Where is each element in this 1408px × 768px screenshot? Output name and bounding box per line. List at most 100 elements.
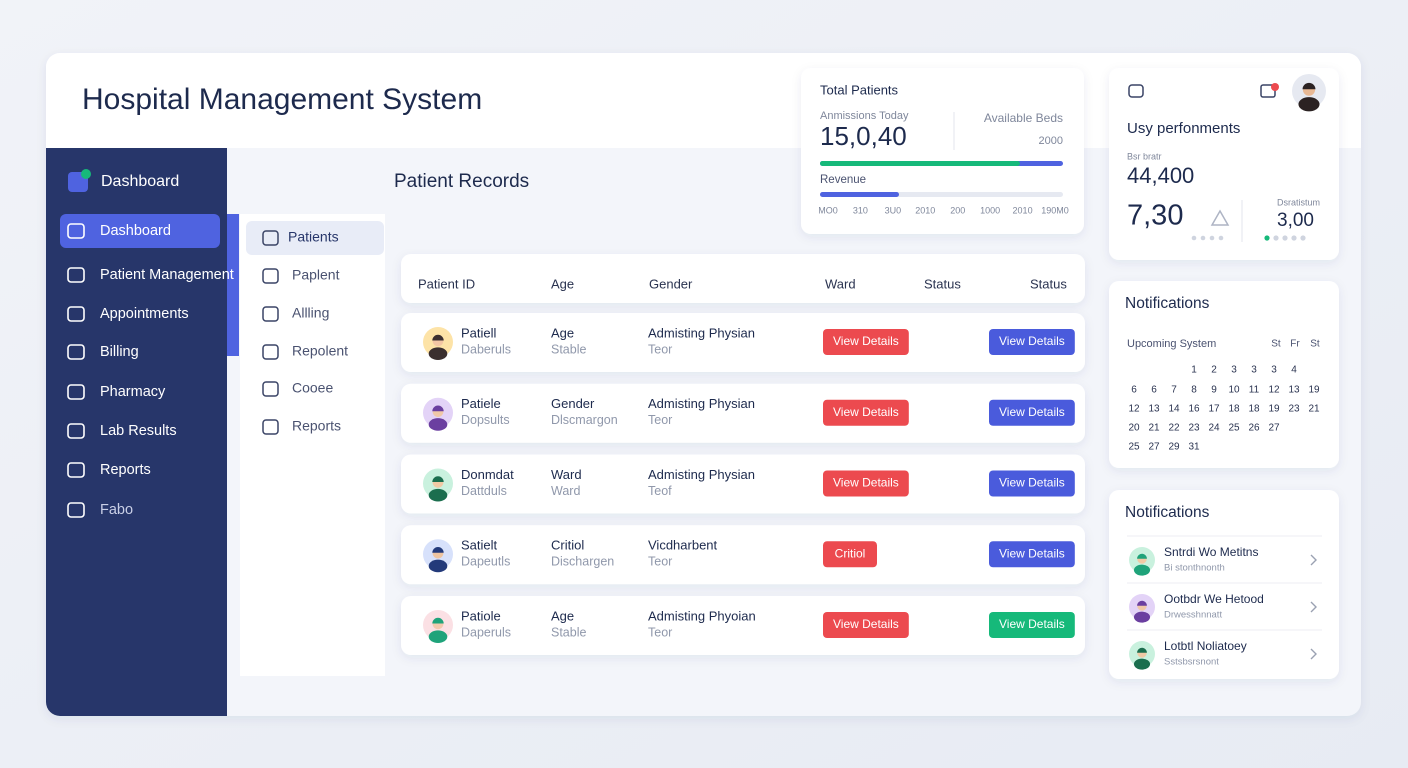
calendar-day[interactable]: 1 bbox=[1191, 365, 1197, 376]
card-title: Notifications bbox=[1125, 504, 1210, 521]
button[interactable] bbox=[989, 541, 1075, 568]
submenu-item[interactable]: Allling bbox=[292, 305, 329, 321]
calendar-day[interactable]: 31 bbox=[1188, 442, 1200, 453]
avatar bbox=[423, 539, 453, 573]
button[interactable] bbox=[989, 612, 1075, 638]
submenu-icon bbox=[262, 230, 279, 246]
button[interactable] bbox=[989, 399, 1075, 426]
calendar-day[interactable]: 8 bbox=[1191, 385, 1197, 396]
calendar-day[interactable]: 21 bbox=[1308, 404, 1320, 415]
button[interactable] bbox=[823, 329, 909, 355]
calendar-day[interactable]: 14 bbox=[1168, 404, 1180, 415]
calendar-day[interactable]: 6 bbox=[1151, 385, 1157, 396]
button-label: View Details bbox=[833, 334, 899, 348]
dot bbox=[1273, 235, 1279, 241]
button[interactable] bbox=[823, 612, 909, 638]
nav-item[interactable]: Billing bbox=[100, 344, 139, 360]
calendar-day[interactable]: 12 bbox=[1128, 404, 1140, 415]
metric-label: Dsratistum bbox=[1277, 197, 1320, 207]
calendar-day[interactable]: 25 bbox=[1128, 442, 1140, 453]
calendar-day[interactable]: 13 bbox=[1288, 385, 1300, 396]
calendar-day[interactable]: 27 bbox=[1148, 442, 1160, 453]
nav-item[interactable]: Lab Results bbox=[100, 423, 177, 439]
notification-title[interactable]: Lotbtl Noliatoey bbox=[1164, 639, 1247, 653]
button-label: View Details bbox=[999, 476, 1065, 490]
cell-value: Gender bbox=[551, 396, 595, 411]
nav-item[interactable]: Patient Management bbox=[100, 267, 234, 283]
camera-icon[interactable] bbox=[1128, 84, 1144, 98]
button[interactable] bbox=[823, 399, 909, 426]
patient-name: Satielt bbox=[461, 538, 498, 553]
avatar-body bbox=[428, 347, 448, 361]
avatar-hair bbox=[432, 547, 444, 553]
nav-item[interactable]: Dashboard bbox=[100, 223, 171, 239]
calendar-day[interactable]: 16 bbox=[1188, 404, 1200, 415]
calendar-day[interactable]: 3 bbox=[1251, 365, 1257, 376]
brand-name: Dashboard bbox=[101, 173, 179, 190]
patient-name: Patiele bbox=[461, 396, 501, 411]
alert-icon bbox=[1210, 209, 1230, 226]
calendar-day[interactable]: 23 bbox=[1288, 404, 1300, 415]
calendar-day[interactable]: 18 bbox=[1248, 404, 1260, 415]
calendar-day[interactable]: 2 bbox=[1211, 365, 1217, 376]
calendar-day[interactable]: 29 bbox=[1168, 442, 1180, 453]
patient-name: Donmdat bbox=[461, 467, 514, 482]
calendar-day[interactable]: 21 bbox=[1148, 423, 1160, 434]
submenu-item[interactable]: Repolent bbox=[292, 343, 348, 359]
cell-value: Age bbox=[551, 325, 574, 340]
calendar-day[interactable]: 18 bbox=[1228, 404, 1240, 415]
patient-sub: Dapeutls bbox=[461, 555, 510, 569]
calendar-day[interactable]: 3 bbox=[1271, 365, 1277, 376]
submenu-item[interactable]: Cooee bbox=[292, 380, 333, 396]
calendar-day[interactable]: 7 bbox=[1171, 385, 1177, 396]
nav-icon bbox=[67, 223, 85, 239]
button[interactable] bbox=[989, 470, 1075, 497]
calendar-day[interactable]: 17 bbox=[1208, 404, 1220, 415]
button-label: View Details bbox=[833, 405, 899, 419]
patient-sub: Daberuls bbox=[461, 342, 511, 356]
calendar-day[interactable]: 13 bbox=[1148, 404, 1160, 415]
calendar-day[interactable]: 3 bbox=[1231, 365, 1237, 376]
card-title: Notifications bbox=[1125, 295, 1210, 312]
cell-sub: Teor bbox=[648, 555, 672, 569]
calendar-day[interactable]: 9 bbox=[1211, 385, 1217, 396]
submenu-item[interactable]: Paplent bbox=[292, 267, 340, 283]
nav-item[interactable]: Reports bbox=[100, 462, 151, 478]
nav-item[interactable]: Fabo bbox=[100, 502, 133, 518]
calendar-day[interactable]: 10 bbox=[1228, 385, 1240, 396]
button[interactable] bbox=[989, 329, 1075, 355]
nav-item[interactable]: Appointments bbox=[100, 306, 189, 322]
chevron bbox=[1310, 601, 1317, 613]
brand-badge bbox=[81, 169, 91, 179]
button[interactable] bbox=[823, 541, 877, 568]
button[interactable] bbox=[823, 470, 909, 497]
calendar-day[interactable]: 4 bbox=[1291, 365, 1297, 376]
avatar-body bbox=[1133, 611, 1151, 623]
calendar-day[interactable]: 22 bbox=[1168, 423, 1180, 434]
cell-value: Vicdharbent bbox=[648, 538, 718, 553]
calendar-day[interactable]: 25 bbox=[1228, 423, 1240, 434]
submenu-item[interactable]: Patients bbox=[288, 229, 339, 245]
calendar-day[interactable]: 20 bbox=[1128, 423, 1140, 434]
column-header: Ward bbox=[825, 276, 856, 291]
table-row bbox=[401, 596, 1085, 655]
submenu-item[interactable]: Reports bbox=[292, 418, 341, 434]
calendar-day[interactable]: 23 bbox=[1188, 423, 1200, 434]
calendar-day[interactable]: 24 bbox=[1208, 423, 1220, 434]
nav-item[interactable]: Pharmacy bbox=[100, 384, 166, 400]
calendar-day[interactable]: 26 bbox=[1248, 423, 1260, 434]
nav-icon bbox=[67, 423, 85, 439]
patient-name: Patiole bbox=[461, 608, 501, 623]
notification-title[interactable]: Sntrdi Wo Metitns bbox=[1164, 545, 1258, 559]
calendar-day[interactable]: 27 bbox=[1268, 423, 1280, 434]
calendar-day[interactable]: 19 bbox=[1308, 385, 1320, 396]
submenu-icon bbox=[262, 419, 279, 435]
calendar-day[interactable]: 11 bbox=[1249, 385, 1260, 396]
notification-title[interactable]: Ootbdr We Hetood bbox=[1164, 592, 1264, 606]
calendar-day[interactable]: 19 bbox=[1268, 404, 1280, 415]
calendar-day[interactable]: 6 bbox=[1131, 385, 1137, 396]
nav-icon bbox=[67, 384, 85, 400]
avatar-hair bbox=[432, 476, 444, 482]
calendar-day[interactable]: 12 bbox=[1268, 385, 1280, 396]
